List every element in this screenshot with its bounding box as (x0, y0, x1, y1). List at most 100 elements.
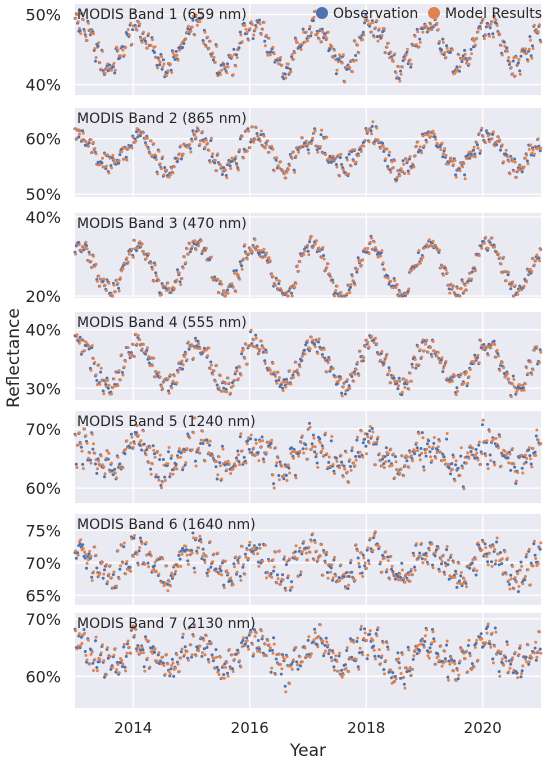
model-point (456, 286, 459, 290)
model-point (218, 374, 222, 378)
observation-point (447, 287, 451, 291)
observation-point (433, 554, 437, 558)
model-point (221, 664, 225, 668)
observation-point (272, 482, 276, 486)
model-point (216, 473, 220, 477)
model-point (345, 646, 349, 650)
model-point (409, 673, 413, 677)
observation-point (188, 147, 192, 150)
model-point (300, 136, 304, 140)
model-point (459, 571, 463, 574)
observation-point (170, 382, 174, 386)
model-point (525, 280, 529, 284)
model-point (438, 569, 441, 573)
model-point (434, 137, 438, 141)
observation-point (264, 348, 268, 352)
model-point (217, 291, 221, 295)
model-point (168, 584, 172, 588)
model-point (436, 546, 440, 550)
model-point (413, 568, 417, 572)
model-point (177, 670, 181, 673)
model-point (145, 46, 149, 50)
observation-point (386, 555, 390, 559)
model-point (440, 560, 444, 564)
model-point (281, 389, 285, 392)
model-point (90, 265, 94, 269)
observation-point (309, 34, 313, 38)
model-point (411, 365, 415, 369)
model-point (361, 258, 365, 262)
model-point (359, 624, 363, 628)
y-tick-label: 70% (25, 610, 61, 629)
model-point (311, 445, 315, 448)
model-point (267, 36, 271, 40)
model-point (480, 452, 484, 456)
model-point (209, 136, 213, 140)
model-point (240, 40, 244, 44)
model-point (292, 150, 295, 154)
model-point (126, 639, 130, 643)
model-point (275, 381, 279, 385)
observation-point (519, 54, 523, 58)
model-point (516, 471, 520, 474)
model-point (508, 587, 512, 591)
model-point (335, 165, 339, 169)
y-tick-label: 40% (25, 208, 61, 227)
model-point (316, 465, 320, 469)
model-point (233, 271, 236, 275)
model-point (177, 152, 181, 156)
model-point (252, 552, 256, 556)
model-point (367, 345, 371, 349)
model-point (422, 468, 426, 472)
model-point (362, 636, 366, 640)
model-point (198, 644, 202, 648)
observation-point (449, 555, 452, 559)
model-point (349, 468, 353, 472)
observation-point (506, 456, 510, 460)
model-point (520, 564, 524, 568)
observation-point (381, 141, 385, 145)
model-point (208, 540, 212, 544)
model-point (403, 386, 407, 389)
model-point (134, 628, 138, 631)
model-point (257, 351, 261, 355)
model-point (153, 647, 157, 651)
model-point (256, 134, 260, 138)
model-point (322, 551, 326, 554)
observation-point (349, 561, 352, 565)
model-point (309, 539, 313, 543)
model-point (389, 381, 393, 385)
model-point (403, 686, 407, 690)
model-point (194, 136, 198, 140)
model-point (388, 150, 392, 154)
model-point (211, 152, 215, 156)
model-point (162, 584, 166, 588)
observation-point (318, 437, 322, 441)
observation-point (455, 386, 459, 390)
observation-point (161, 661, 165, 665)
model-point (443, 51, 447, 54)
model-point (112, 570, 116, 574)
model-point (152, 279, 156, 283)
model-point (234, 64, 238, 68)
model-point (236, 453, 240, 457)
observation-point (83, 556, 87, 560)
y-tick-label: 30% (25, 379, 61, 398)
model-point (106, 449, 110, 453)
model-point (166, 69, 170, 73)
scatter-points (73, 120, 543, 183)
model-point (79, 538, 83, 542)
observation-point (78, 335, 82, 339)
observation-point (118, 567, 122, 571)
model-point (298, 260, 302, 264)
model-point (206, 141, 210, 145)
model-point (408, 450, 412, 454)
model-point (139, 651, 143, 655)
model-point (366, 435, 370, 439)
observation-point (269, 572, 273, 576)
model-point (238, 148, 242, 152)
observation-point (356, 556, 360, 560)
model-point (285, 479, 289, 482)
observation-point (350, 570, 354, 574)
observation-point (263, 39, 267, 43)
